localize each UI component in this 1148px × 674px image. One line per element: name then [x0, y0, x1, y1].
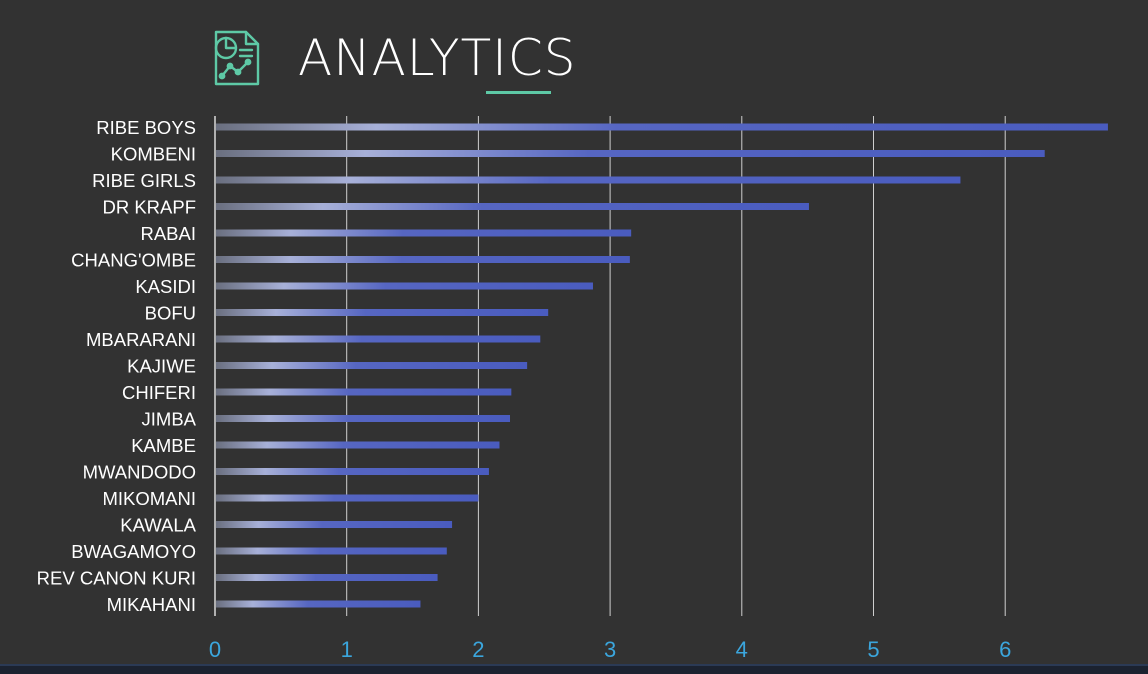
category-label: MWANDODO [83, 462, 196, 483]
bar [216, 468, 489, 475]
title-underline [486, 91, 551, 94]
category-labels: RIBE BOYS KOMBENI RIBE GIRLS DR KRAPF RABAI C… [37, 117, 197, 615]
bar [216, 574, 438, 581]
category-label: KASIDI [135, 276, 196, 297]
bar [216, 362, 528, 369]
category-label: BWAGAMOYO [71, 541, 196, 562]
bar [216, 521, 453, 528]
category-label: KAJIWE [127, 356, 196, 377]
header: ANALYTICS [0, 0, 1148, 110]
x-tick-label: 2 [472, 637, 484, 662]
bottom-bar-accent [0, 664, 1148, 666]
bar [216, 203, 809, 210]
bar [216, 415, 511, 422]
bar [216, 309, 549, 316]
bar [216, 229, 632, 237]
category-label: MIKOMANI [102, 488, 196, 509]
bar [216, 256, 630, 263]
x-tick-label: 1 [341, 637, 353, 662]
category-label: RIBE BOYS [96, 117, 196, 138]
category-label: MIKAHANI [107, 594, 196, 615]
bars [216, 123, 1108, 608]
x-tick-label: 5 [867, 637, 879, 662]
category-label: REV CANON KURI [37, 568, 196, 589]
bar [216, 441, 500, 449]
bar [216, 547, 447, 555]
bar [216, 282, 593, 290]
bar [216, 123, 1108, 131]
x-tick-label: 4 [736, 637, 748, 662]
category-label: BOFU [145, 303, 196, 324]
page-title: ANALYTICS [298, 29, 577, 87]
category-label: KOMBENI [111, 144, 196, 165]
category-label: RABAI [140, 223, 196, 244]
bar [216, 150, 1045, 157]
x-tick-label: 0 [209, 637, 221, 662]
x-tick-label: 6 [999, 637, 1011, 662]
x-tick-label: 3 [604, 637, 616, 662]
category-label: CHIFERI [122, 382, 196, 403]
category-label: DR KRAPF [102, 197, 196, 218]
bar [216, 335, 541, 343]
report-document-chart-icon [214, 30, 260, 86]
bar [216, 494, 479, 502]
bottom-bar [0, 664, 1148, 674]
category-label: KAWALA [120, 515, 196, 536]
bar [216, 176, 961, 184]
category-label: JIMBA [142, 409, 197, 430]
x-tick-labels: 0 1 2 3 4 5 6 [209, 637, 1011, 662]
category-label: KAMBE [131, 435, 196, 456]
category-label: MBARARANI [86, 329, 196, 350]
bar [216, 388, 512, 396]
category-label: RIBE GIRLS [92, 170, 196, 191]
category-label: CHANG'OMBE [71, 250, 196, 271]
bar [216, 600, 421, 608]
